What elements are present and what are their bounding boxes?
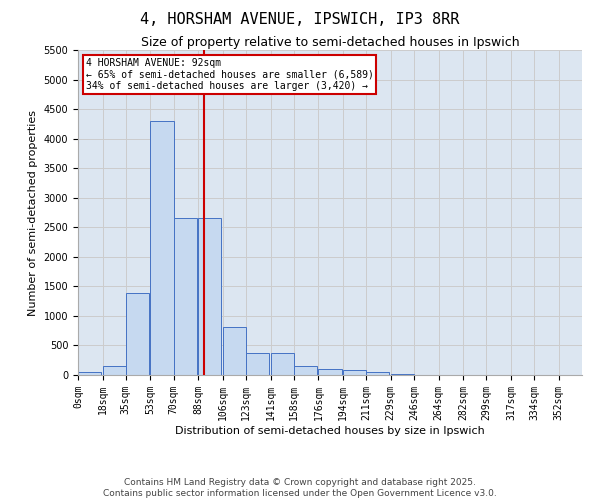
Title: Size of property relative to semi-detached houses in Ipswich: Size of property relative to semi-detach… bbox=[140, 36, 520, 49]
Bar bbox=[271, 352, 294, 375]
Bar bbox=[366, 372, 389, 375]
Bar bbox=[223, 326, 246, 375]
Bar bbox=[198, 218, 221, 375]
Text: Contains HM Land Registry data © Crown copyright and database right 2025.
Contai: Contains HM Land Registry data © Crown c… bbox=[103, 478, 497, 498]
Bar bbox=[391, 374, 414, 375]
Text: 4, HORSHAM AVENUE, IPSWICH, IP3 8RR: 4, HORSHAM AVENUE, IPSWICH, IP3 8RR bbox=[140, 12, 460, 28]
Bar bbox=[78, 372, 101, 375]
Bar bbox=[319, 368, 341, 375]
Bar bbox=[151, 121, 173, 375]
Bar bbox=[126, 294, 149, 375]
Bar bbox=[294, 366, 317, 375]
X-axis label: Distribution of semi-detached houses by size in Ipswich: Distribution of semi-detached houses by … bbox=[175, 426, 485, 436]
Bar bbox=[173, 218, 197, 375]
Bar bbox=[343, 370, 366, 375]
Text: 4 HORSHAM AVENUE: 92sqm
← 65% of semi-detached houses are smaller (6,589)
34% of: 4 HORSHAM AVENUE: 92sqm ← 65% of semi-de… bbox=[86, 58, 373, 92]
Bar bbox=[103, 366, 126, 375]
Bar bbox=[246, 352, 269, 375]
Y-axis label: Number of semi-detached properties: Number of semi-detached properties bbox=[28, 110, 38, 316]
